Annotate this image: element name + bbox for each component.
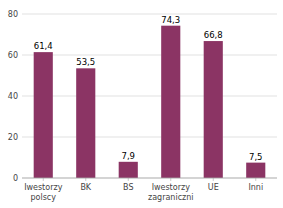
bar xyxy=(76,68,95,178)
grid-line xyxy=(22,14,277,15)
grid-line xyxy=(22,55,277,56)
bar xyxy=(119,162,138,178)
y-tick-label: 20 xyxy=(8,133,18,142)
grid-line xyxy=(22,137,277,138)
grid-line xyxy=(22,178,277,179)
x-tick-label: Iwestorzyzagraniczni xyxy=(148,183,194,202)
x-tick-label: Iwestorzypolscy xyxy=(24,183,63,202)
x-axis-line xyxy=(22,178,277,179)
x-tick-label: UE xyxy=(208,183,219,192)
data-label: 74,3 xyxy=(161,15,180,25)
x-tick-label: Inni xyxy=(248,183,263,192)
chart: 0 20 40 60 80 61,4 53,5 7,9 74,3 66,8 7,5 Iwestorzy… xyxy=(0,0,283,208)
x-tick xyxy=(128,178,129,181)
grid-line xyxy=(22,96,277,97)
bar xyxy=(204,41,223,178)
y-tick-label: 60 xyxy=(8,51,18,60)
x-tick xyxy=(255,178,256,181)
data-label: 53,5 xyxy=(76,57,95,67)
y-tick-label: 0 xyxy=(13,174,18,183)
x-tick xyxy=(213,178,214,181)
bars xyxy=(34,26,266,178)
data-label: 7,9 xyxy=(121,151,135,161)
x-tick-label: BS xyxy=(123,183,133,192)
y-tick-label: 80 xyxy=(8,10,18,19)
chart-container: 0 20 40 60 80 61,4 53,5 7,9 74,3 66,8 7,5 Iwestorzy… xyxy=(0,0,283,208)
data-label: 66,8 xyxy=(204,30,223,40)
data-label: 7,5 xyxy=(249,152,263,162)
x-tick xyxy=(85,178,86,181)
y-tick-label: 40 xyxy=(8,92,18,101)
x-tick xyxy=(43,178,44,181)
bar xyxy=(246,163,265,178)
x-tick xyxy=(170,178,171,181)
x-tick-label: BK xyxy=(80,183,91,192)
bar xyxy=(161,26,180,178)
data-label: 61,4 xyxy=(34,41,53,51)
grid xyxy=(22,14,277,178)
bar xyxy=(34,52,53,178)
